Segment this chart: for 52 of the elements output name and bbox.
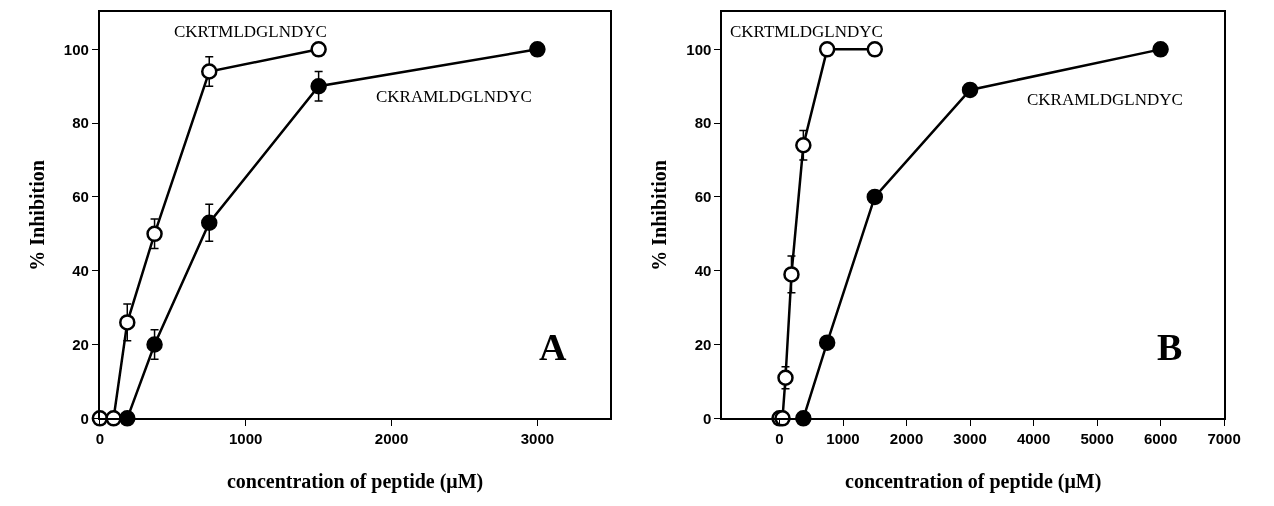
point xyxy=(783,266,800,283)
y-tick-label: 60 xyxy=(694,188,712,206)
point xyxy=(119,410,136,427)
point xyxy=(146,336,163,353)
point xyxy=(795,137,812,154)
y-tick-label: 100 xyxy=(63,40,89,58)
x-tick-label: 3000 xyxy=(953,430,987,448)
y-tick-label: 40 xyxy=(72,261,89,279)
x-tick-label: 4000 xyxy=(1016,430,1051,448)
x-axis-title: concentration of peptide (μM) xyxy=(226,470,484,494)
y-tick-label: 0 xyxy=(703,409,712,427)
point xyxy=(201,214,218,231)
x-tick-label: 6000 xyxy=(1143,430,1178,448)
point xyxy=(201,63,218,80)
series-label: CKRAMLDGLNDYC xyxy=(1027,90,1183,109)
x-tick-label: 0 xyxy=(95,430,105,448)
point xyxy=(818,41,836,58)
x-tick-label: 7000 xyxy=(1207,430,1241,448)
point xyxy=(777,369,794,386)
y-tick-label: 20 xyxy=(72,335,89,353)
x-tick-label: 2000 xyxy=(889,430,924,448)
x-tick-label: 2000 xyxy=(374,430,409,448)
annotation: A xyxy=(539,326,567,368)
point xyxy=(961,81,979,99)
point xyxy=(866,41,884,58)
x-axis-title: concentration of peptide (μM) xyxy=(845,470,1102,494)
y-tick-label: 60 xyxy=(72,188,89,206)
x-tick-label: 0 xyxy=(775,430,784,448)
x-tick-label: 5000 xyxy=(1080,430,1114,448)
point xyxy=(310,41,327,58)
point xyxy=(529,41,546,58)
y-tick-label: 100 xyxy=(686,40,712,58)
series-label: CKRTMLDGLNDYC xyxy=(730,22,883,41)
y-axis-title: % Inhibition xyxy=(25,160,48,271)
point xyxy=(146,225,163,243)
point xyxy=(310,77,327,95)
y-tick-label: 40 xyxy=(694,261,712,279)
y-tick-label: 0 xyxy=(80,409,89,427)
annotation: B xyxy=(1157,326,1183,368)
point xyxy=(119,314,136,331)
series-label: CKRAMLDGLNDYC xyxy=(376,87,532,106)
y-tick-label: 20 xyxy=(694,335,712,353)
y-axis-title: % Inhibition xyxy=(648,160,671,271)
x-tick-label: 1000 xyxy=(826,430,860,448)
point xyxy=(866,188,884,206)
point xyxy=(1152,41,1169,58)
x-tick-label: 3000 xyxy=(520,430,555,448)
y-tick-label: 80 xyxy=(694,114,712,132)
y-tick-label: 80 xyxy=(72,114,89,132)
series-label: CKRTMLDGLNDYC xyxy=(174,22,327,41)
x-tick-label: 1000 xyxy=(229,430,263,448)
point xyxy=(818,334,836,351)
